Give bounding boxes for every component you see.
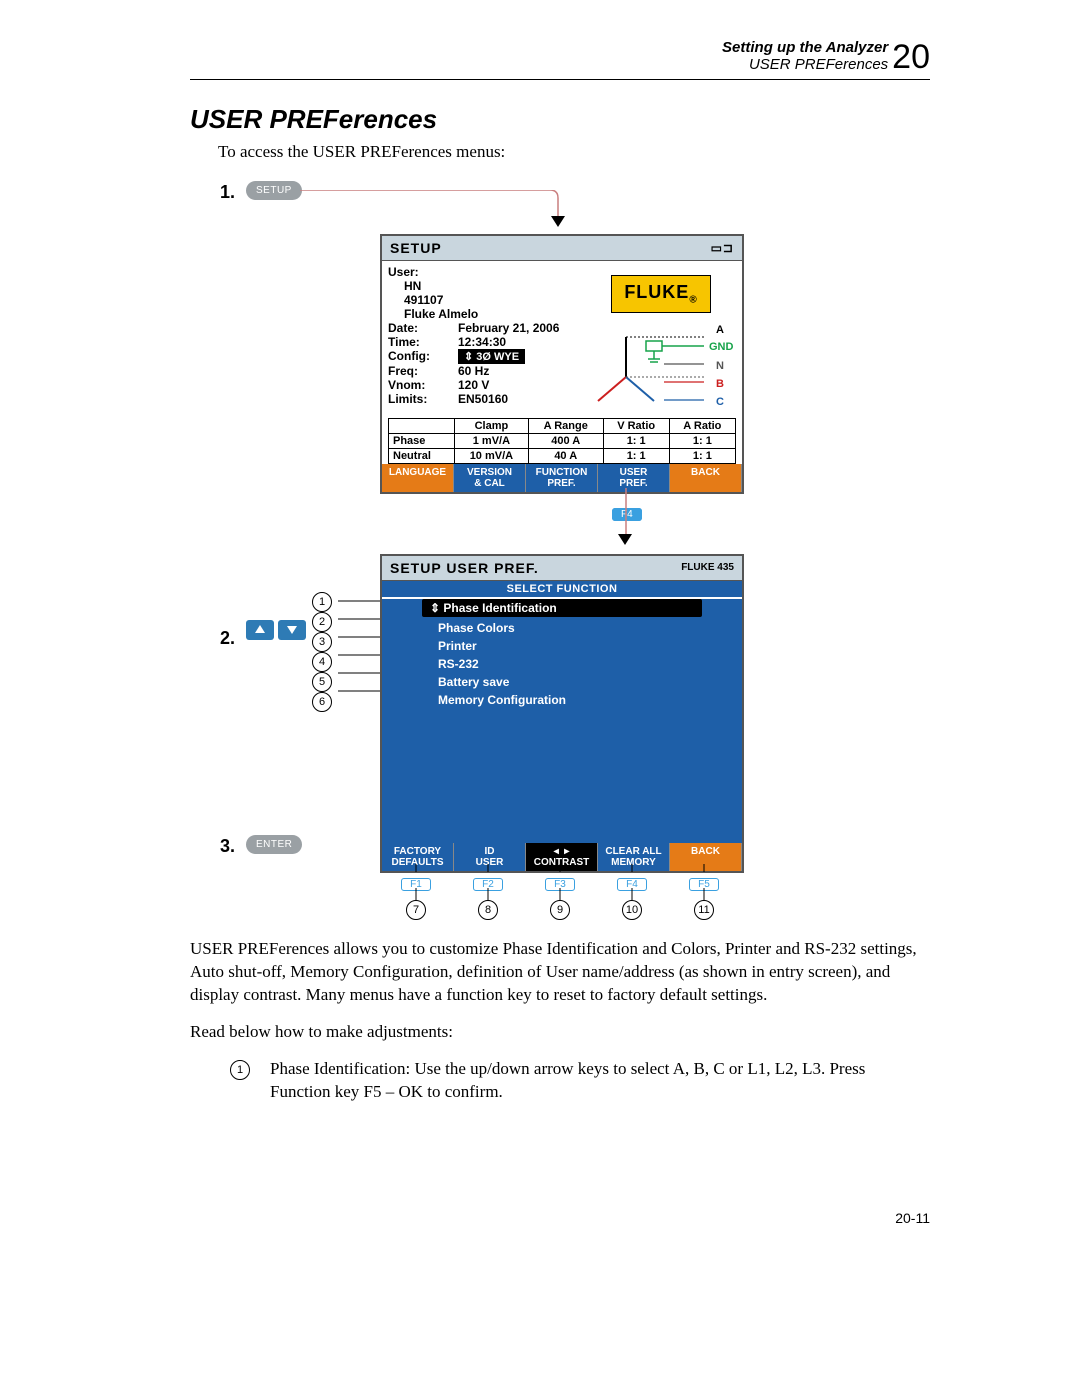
limits-label: Limits:: [388, 392, 458, 406]
clamp-table: Clamp A Range V Ratio A Ratio Phase 1 mV…: [388, 418, 736, 464]
enter-key: ENTER: [246, 834, 302, 854]
sk-back[interactable]: BACK: [670, 464, 742, 492]
paragraph-2: Read below how to make adjustments:: [190, 1021, 930, 1044]
header-rule: [190, 79, 930, 80]
down-key-icon: [278, 620, 306, 640]
section-title: USER PREFerences: [190, 104, 930, 135]
user-line-3: Fluke Almelo: [404, 307, 586, 321]
callout-11: 11: [694, 900, 714, 920]
table-row: Phase 1 mV/A 400 A 1: 1 1: 1: [389, 433, 736, 448]
config-value: ⇕ 3Ø WYE: [458, 349, 525, 364]
callouts-left: 1 2 3 4 5 6: [312, 592, 332, 712]
user-line-2: 491107: [404, 293, 586, 307]
limits-value: EN50160: [458, 392, 508, 406]
page-number: 20-11: [895, 1210, 930, 1226]
user-line-1: HN: [404, 279, 586, 293]
steps-diagram: 1. SETUP SETUP ▭⊐ User: HN 491107: [190, 178, 930, 938]
svg-text:A: A: [716, 324, 724, 336]
sk-version[interactable]: VERSION & CAL: [454, 464, 526, 492]
sk-user-pref[interactable]: USER PREF.: [598, 464, 670, 492]
config-label: Config:: [388, 349, 458, 364]
menu-memory[interactable]: Memory Configuration: [382, 691, 742, 709]
header-line1: Setting up the Analyzer: [722, 40, 888, 57]
menu-battery[interactable]: Battery save: [382, 673, 742, 691]
time-label: Time:: [388, 335, 458, 349]
setup-screen: SETUP ▭⊐ User: HN 491107 Fluke Almelo Da…: [380, 234, 744, 494]
freq-value: 60 Hz: [458, 364, 489, 378]
definition-text: Phase Identification: Use the up/down ar…: [270, 1058, 930, 1104]
table-row: Neutral 10 mV/A 40 A 1: 1 1: 1: [389, 448, 736, 463]
menu-phase-id[interactable]: ⇕ Phase Identification: [422, 599, 702, 617]
user-pref-screen: SETUP USER PREF. FLUKE 435 SELECT FUNCTI…: [380, 554, 744, 873]
time-value: 12:34:30: [458, 335, 506, 349]
svg-text:GND: GND: [709, 341, 734, 353]
svg-text:B: B: [716, 378, 724, 390]
vnom-label: Vnom:: [388, 378, 458, 392]
intro-text: To access the USER PREFerences menus:: [218, 141, 930, 164]
chapter-number: 20: [892, 42, 930, 73]
arrow-down-2: [618, 534, 632, 545]
callout-5: 5: [312, 672, 332, 692]
menu-printer[interactable]: Printer: [382, 637, 742, 655]
fluke-logo: FLUKE®: [611, 275, 710, 313]
nav-keys: [246, 616, 306, 645]
date-value: February 21, 2006: [458, 321, 559, 335]
menu-phase-colors[interactable]: Phase Colors: [382, 619, 742, 637]
callout-9: 9: [550, 900, 570, 920]
flow-line-1: [300, 190, 580, 230]
callout-2: 2: [312, 612, 332, 632]
svg-text:C: C: [716, 396, 724, 408]
screen1-title: SETUP: [390, 240, 442, 256]
def-callout-1: 1: [230, 1060, 250, 1080]
screen2-title: SETUP USER PREF.: [390, 560, 539, 576]
screen2-model: FLUKE 435: [681, 562, 734, 573]
arrow-down-1: [551, 216, 565, 227]
screen1-softkeys: LANGUAGE VERSION & CAL FUNCTION PREF. US…: [382, 464, 742, 492]
freq-label: Freq:: [388, 364, 458, 378]
sk-function-pref[interactable]: FUNCTION PREF.: [526, 464, 598, 492]
callout-6: 6: [312, 692, 332, 712]
page-header: Setting up the Analyzer USER PREFerences…: [190, 40, 930, 73]
vnom-value: 120 V: [458, 378, 489, 392]
menu-rs232[interactable]: RS-232: [382, 655, 742, 673]
user-label: User:: [388, 265, 458, 279]
step3-number: 3.: [220, 836, 235, 857]
callout-1: 1: [312, 592, 332, 612]
date-label: Date:: [388, 321, 458, 335]
callout-7: 7: [406, 900, 426, 920]
step2-number: 2.: [220, 628, 235, 649]
battery-icon: ▭⊐: [711, 241, 734, 255]
callouts-bottom: 7 8 9 10 11: [380, 900, 740, 920]
callout-4: 4: [312, 652, 332, 672]
callout-8: 8: [478, 900, 498, 920]
setup-key: SETUP: [246, 180, 302, 200]
header-line2: USER PREFerences: [722, 57, 888, 74]
definition-row: 1 Phase Identification: Use the up/down …: [190, 1058, 930, 1104]
svg-text:N: N: [716, 360, 724, 372]
paragraph-1: USER PREFerences allows you to customize…: [190, 938, 930, 1007]
flow-line-2: [624, 488, 628, 538]
callout-3: 3: [312, 632, 332, 652]
select-function-header: SELECT FUNCTION: [382, 581, 742, 597]
fkey-lines: [380, 864, 740, 904]
up-key-icon: [246, 620, 274, 640]
step1-number: 1.: [220, 182, 235, 203]
wye-diagram: A GND N B C: [586, 319, 736, 411]
sk-language[interactable]: LANGUAGE: [382, 464, 454, 492]
callout-10: 10: [622, 900, 642, 920]
menu-list: ⇕ Phase Identification Phase Colors Prin…: [382, 599, 742, 843]
